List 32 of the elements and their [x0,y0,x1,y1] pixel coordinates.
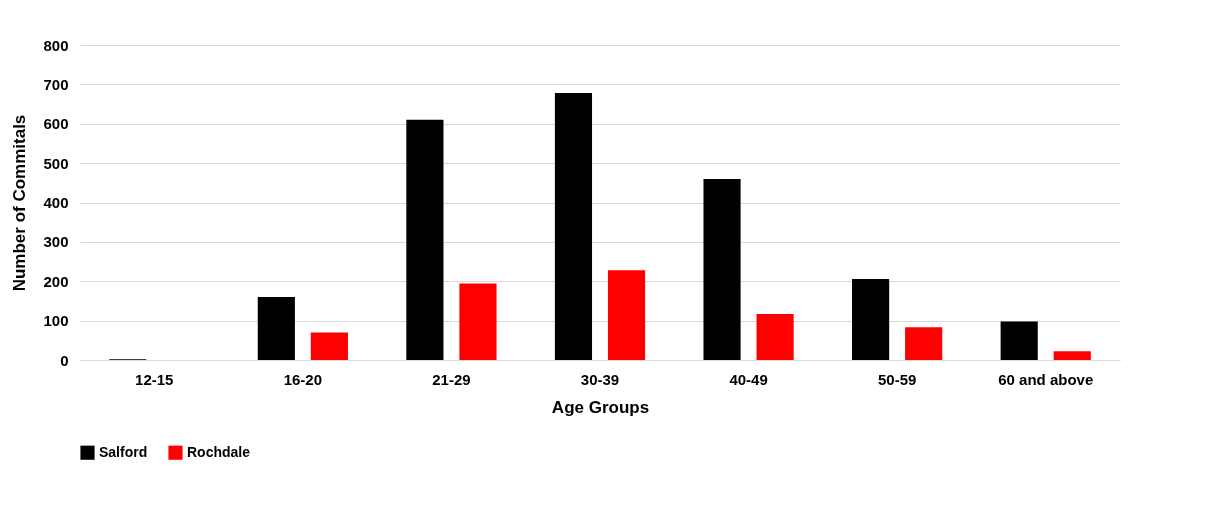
x-tick-label: 12-15 [135,370,174,388]
x-tick-label: 21-29 [432,370,471,388]
y-tick-label: 700 [43,75,69,93]
y-tick-label: 500 [43,154,69,172]
y-tick-label: 400 [43,194,69,211]
bar [1053,351,1091,360]
bar [756,313,794,360]
x-tick-label: 60 and above [998,370,1094,388]
bar [905,327,943,360]
bar [406,119,444,360]
y-tick-label: 300 [43,233,69,251]
bar [459,283,497,360]
bar [703,178,741,360]
x-axis-title: Age Groups [551,397,650,417]
bar [310,332,348,360]
y-tick-label: 100 [43,312,69,330]
x-tick-label: 30-39 [580,370,620,388]
y-tick-label: 200 [43,272,69,290]
x-tick-label: 16-20 [283,370,323,388]
y-tick-label: 800 [43,36,69,54]
x-tick-label: 40-49 [729,370,768,388]
x-tick-label: 50-59 [877,370,917,388]
bar [852,278,890,360]
y-tick-label: 0 [60,351,69,369]
bar [1000,321,1038,360]
y-axis-title: Number of Commitals [10,114,30,292]
bar [607,270,646,360]
bar [554,93,593,360]
legend-label: Rochdale [187,443,251,460]
bar [257,297,295,360]
legend-label: Salford [99,443,148,460]
y-tick-label: 600 [43,115,69,133]
